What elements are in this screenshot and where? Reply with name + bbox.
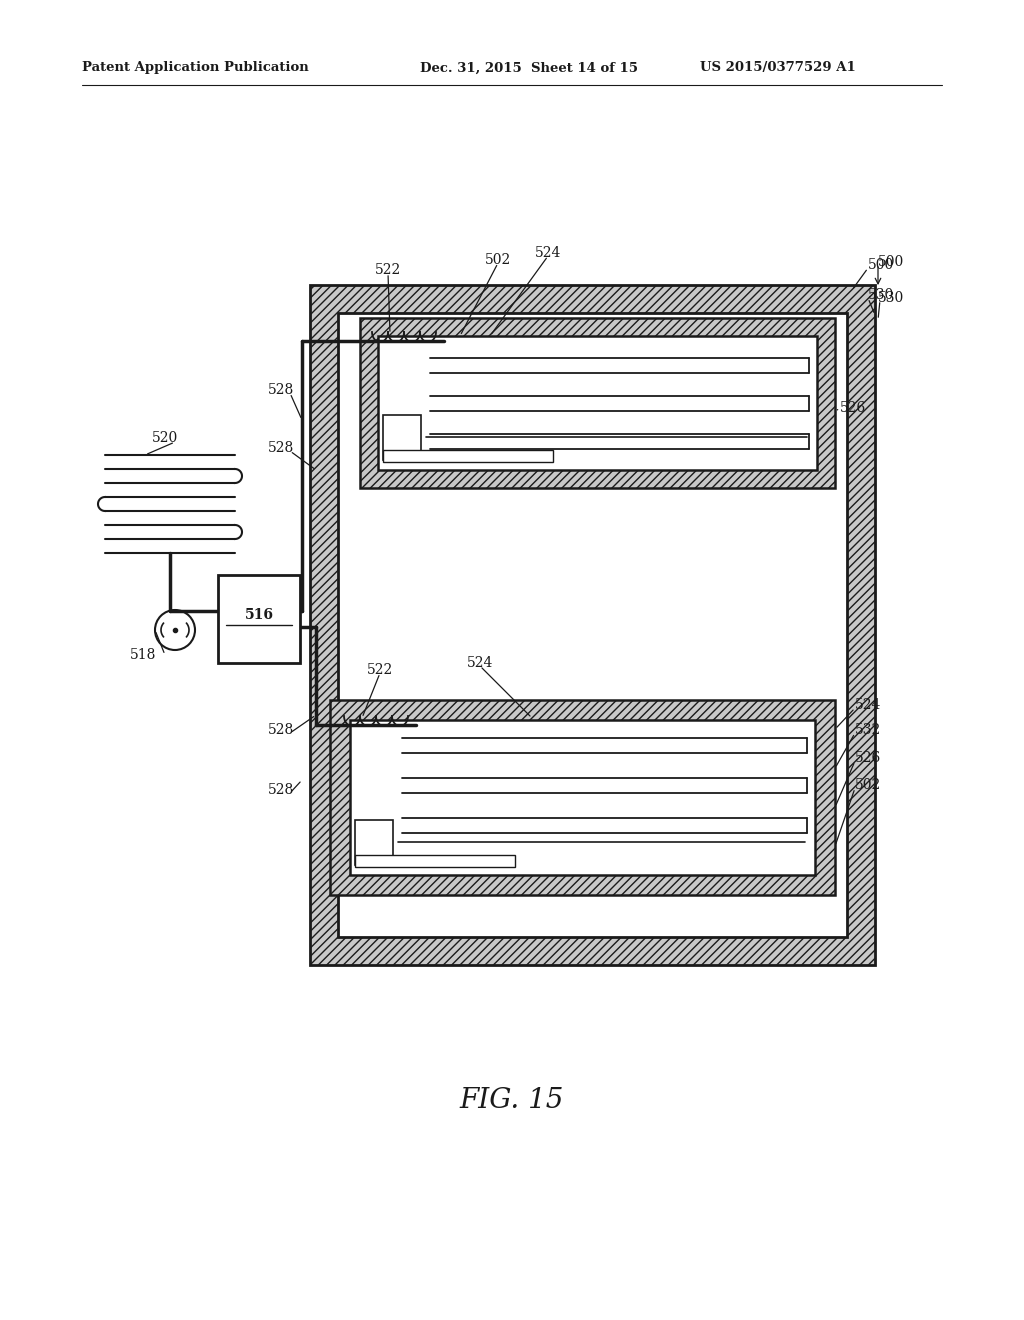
- Text: 522: 522: [367, 663, 393, 677]
- Bar: [218, 576, 300, 663]
- Text: 530: 530: [878, 290, 904, 305]
- Text: 518: 518: [130, 648, 157, 663]
- Bar: [383, 414, 421, 459]
- Text: 528: 528: [268, 723, 294, 737]
- Text: 526: 526: [855, 751, 882, 766]
- Text: 524: 524: [535, 246, 561, 260]
- Text: US 2015/0377529 A1: US 2015/0377529 A1: [700, 62, 856, 74]
- Bar: [310, 285, 874, 965]
- Text: 520: 520: [152, 432, 178, 445]
- Bar: [355, 855, 515, 867]
- Text: 528: 528: [268, 783, 294, 797]
- Text: FIG. 15: FIG. 15: [460, 1086, 564, 1114]
- Text: 500: 500: [878, 255, 904, 269]
- Text: 532: 532: [855, 723, 882, 737]
- Text: 530: 530: [868, 288, 894, 302]
- Text: 524: 524: [855, 698, 882, 711]
- Text: 502: 502: [485, 253, 511, 267]
- Bar: [338, 313, 847, 937]
- Bar: [378, 337, 817, 470]
- Text: 526: 526: [840, 401, 866, 414]
- Text: 528: 528: [268, 441, 294, 455]
- Text: 524: 524: [467, 656, 494, 671]
- Text: Dec. 31, 2015  Sheet 14 of 15: Dec. 31, 2015 Sheet 14 of 15: [420, 62, 638, 74]
- Bar: [355, 820, 393, 865]
- Text: 502: 502: [855, 777, 882, 792]
- Text: 528: 528: [268, 383, 294, 397]
- Text: Patent Application Publication: Patent Application Publication: [82, 62, 309, 74]
- Text: 522: 522: [375, 263, 401, 277]
- Bar: [330, 700, 835, 895]
- Bar: [350, 719, 815, 875]
- Text: 500: 500: [868, 257, 894, 272]
- Bar: [383, 450, 553, 462]
- Text: 516: 516: [245, 609, 273, 622]
- Bar: [360, 318, 835, 488]
